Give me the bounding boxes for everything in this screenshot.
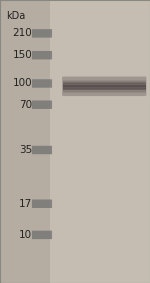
Bar	[63, 90, 146, 91]
Bar	[63, 83, 146, 84]
Bar	[63, 86, 146, 87]
Text: 210: 210	[12, 28, 32, 38]
Bar	[63, 80, 146, 81]
Bar	[63, 90, 146, 91]
FancyBboxPatch shape	[32, 79, 52, 88]
Bar	[63, 92, 146, 93]
Bar	[63, 81, 146, 82]
Text: 10: 10	[19, 230, 32, 240]
Bar	[63, 81, 146, 82]
Text: 35: 35	[19, 145, 32, 155]
Text: 17: 17	[19, 199, 32, 209]
FancyBboxPatch shape	[32, 100, 52, 109]
Bar	[63, 85, 146, 86]
FancyBboxPatch shape	[32, 146, 52, 154]
Bar	[63, 80, 146, 81]
Bar	[63, 84, 146, 85]
FancyBboxPatch shape	[32, 231, 52, 239]
Bar	[63, 82, 146, 83]
Text: 100: 100	[13, 78, 32, 89]
Bar	[63, 88, 146, 89]
FancyBboxPatch shape	[32, 29, 52, 38]
Bar	[63, 89, 146, 90]
FancyBboxPatch shape	[62, 76, 146, 96]
FancyBboxPatch shape	[32, 200, 52, 208]
Bar	[63, 83, 146, 84]
Bar	[63, 91, 146, 92]
Bar	[63, 84, 146, 85]
Bar	[63, 91, 146, 92]
Text: 70: 70	[19, 100, 32, 110]
Bar	[0, 0, 50, 283]
Bar	[63, 88, 146, 89]
Text: kDa: kDa	[6, 10, 25, 21]
Bar	[63, 86, 146, 87]
FancyBboxPatch shape	[32, 51, 52, 59]
Text: 150: 150	[12, 50, 32, 60]
Bar	[63, 92, 146, 93]
Bar	[63, 87, 146, 88]
Bar	[63, 85, 146, 86]
